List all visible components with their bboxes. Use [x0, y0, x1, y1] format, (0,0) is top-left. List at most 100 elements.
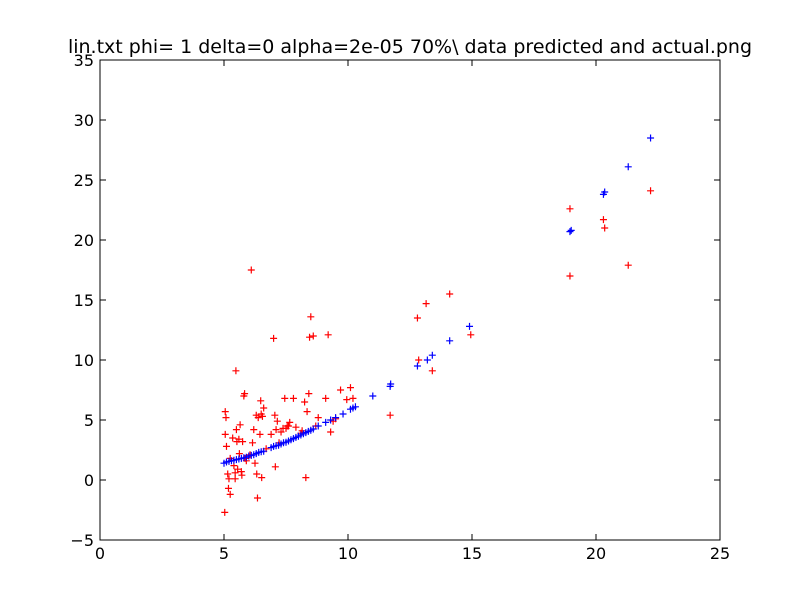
data-point: [272, 426, 280, 434]
y-tick-label: 10: [74, 351, 94, 370]
data-point: [224, 470, 232, 478]
y-tick-label: 5: [84, 411, 94, 430]
data-point: [292, 423, 300, 431]
y-tick-label: 15: [74, 291, 94, 310]
data-point: [229, 434, 237, 442]
data-point: [466, 322, 474, 330]
data-point: [231, 475, 239, 483]
data-point: [231, 469, 239, 477]
data-point: [346, 384, 354, 392]
data-point: [314, 414, 322, 422]
data-point: [260, 404, 268, 412]
series-layer: [220, 134, 655, 516]
data-point: [369, 392, 377, 400]
data-point: [303, 408, 311, 416]
data-point: [238, 471, 246, 479]
data-point: [254, 414, 262, 422]
data-point: [247, 266, 255, 274]
data-point: [221, 508, 229, 516]
data-point: [301, 398, 309, 406]
data-point: [306, 333, 314, 341]
data-point: [270, 334, 278, 342]
data-point: [428, 367, 436, 375]
data-point: [256, 430, 264, 438]
data-point: [415, 356, 423, 364]
data-point: [277, 428, 285, 436]
data-point: [566, 228, 574, 236]
data-point: [624, 163, 632, 171]
data-point: [271, 411, 279, 419]
series-0: [221, 187, 655, 516]
data-point: [253, 494, 261, 502]
data-point: [251, 459, 259, 467]
data-point: [599, 216, 607, 224]
data-point: [337, 386, 345, 394]
data-point: [225, 475, 233, 483]
data-point: [343, 396, 351, 404]
x-tick-label: 10: [338, 544, 358, 563]
data-point: [253, 470, 261, 478]
data-point: [567, 226, 575, 234]
y-tick-label: 0: [84, 471, 94, 490]
data-point: [281, 394, 289, 402]
data-point: [249, 439, 257, 447]
data-point: [271, 463, 279, 471]
data-point: [428, 351, 436, 359]
data-point: [298, 427, 306, 435]
data-point: [250, 426, 258, 434]
data-point: [234, 465, 242, 473]
data-point: [351, 403, 359, 411]
data-point: [273, 417, 281, 425]
data-point: [327, 416, 335, 424]
y-tick-label: 20: [74, 231, 94, 250]
y-tick-label: 35: [74, 51, 94, 70]
data-point: [324, 331, 332, 339]
data-point: [309, 332, 317, 340]
x-tick-label: 20: [586, 544, 606, 563]
data-point: [309, 425, 317, 433]
data-point: [222, 414, 230, 422]
data-point: [413, 362, 421, 370]
data-point: [267, 430, 275, 438]
data-point: [241, 390, 249, 398]
data-point: [386, 411, 394, 419]
series-1: [220, 134, 655, 467]
data-point: [624, 261, 632, 269]
data-point: [239, 438, 247, 446]
data-point: [257, 397, 265, 405]
data-point: [224, 484, 232, 492]
data-point: [446, 290, 454, 298]
data-point: [566, 272, 574, 280]
data-point: [647, 134, 655, 142]
data-point: [349, 394, 357, 402]
chart-title: lin.txt phi= 1 delta=0 alpha=2e-05 70%\ …: [68, 36, 752, 58]
data-point: [387, 380, 395, 388]
data-point: [566, 205, 574, 213]
y-tick-label: 25: [74, 171, 94, 190]
data-point: [322, 394, 330, 402]
data-point: [232, 367, 240, 375]
data-point: [260, 447, 268, 455]
y-tick-label: −5: [70, 531, 94, 550]
data-point: [235, 435, 243, 443]
data-point: [314, 422, 322, 430]
data-point: [222, 442, 230, 450]
data-point: [258, 412, 266, 420]
data-point: [423, 356, 431, 364]
data-point: [339, 410, 347, 418]
data-point: [601, 224, 609, 232]
data-point: [307, 313, 315, 321]
data-point: [236, 421, 244, 429]
data-point: [232, 426, 240, 434]
data-point: [226, 490, 234, 498]
data-point: [258, 474, 266, 482]
x-tick-label: 15: [462, 544, 482, 563]
data-point: [322, 418, 330, 426]
data-point: [327, 428, 335, 436]
data-point: [601, 188, 609, 196]
data-point: [221, 408, 229, 416]
data-point: [332, 414, 340, 422]
